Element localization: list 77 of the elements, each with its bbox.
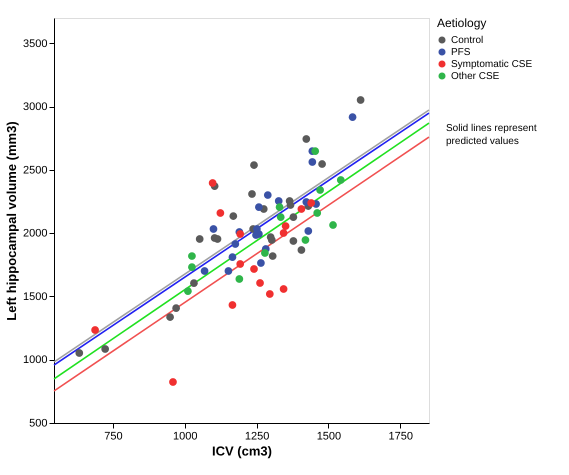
point	[302, 236, 310, 244]
point	[348, 113, 356, 121]
point	[228, 253, 236, 261]
y-tick-label: 1500	[23, 290, 48, 303]
point	[224, 267, 232, 275]
point	[229, 212, 238, 220]
legend-label: PFS	[451, 47, 471, 58]
point	[356, 96, 364, 104]
point	[236, 260, 244, 268]
x-tick-label: 1250	[244, 430, 270, 442]
point	[190, 279, 198, 288]
point	[228, 301, 236, 309]
x-tick-label: 750	[104, 430, 123, 442]
point	[250, 265, 258, 273]
point	[200, 267, 208, 275]
text: Solid lines represent predicted values	[446, 123, 537, 147]
point	[311, 147, 320, 156]
point	[298, 246, 306, 254]
point	[336, 176, 345, 184]
point	[318, 160, 326, 168]
point	[302, 135, 310, 143]
point	[257, 259, 265, 267]
y-axis-title: Left hippocampal volume (mm3)	[4, 121, 20, 321]
legend-label: Symptomatic CSE	[451, 59, 532, 70]
point	[313, 209, 322, 217]
point	[282, 222, 290, 230]
point	[307, 199, 316, 207]
x-tick-label: 1000	[173, 430, 198, 442]
point	[280, 229, 288, 237]
point	[75, 349, 84, 357]
point	[91, 326, 99, 334]
point	[188, 263, 196, 271]
point	[208, 179, 216, 187]
y-tick-label: 3500	[23, 38, 48, 50]
point	[216, 209, 224, 217]
point	[214, 235, 222, 243]
point	[268, 252, 277, 260]
point	[268, 236, 276, 244]
point	[250, 161, 258, 169]
x-tick-label: 1750	[388, 430, 414, 442]
point	[172, 304, 180, 312]
point	[304, 227, 312, 235]
point	[235, 275, 244, 283]
y-tick-label: 2500	[23, 164, 48, 176]
point	[188, 252, 196, 260]
legend-label: Control	[451, 35, 484, 46]
point	[298, 205, 306, 213]
y-tick-label: 2000	[23, 228, 48, 240]
y-tick-label: 3000	[23, 101, 48, 114]
point	[316, 186, 324, 194]
point	[231, 240, 240, 248]
point	[261, 249, 269, 257]
point	[184, 287, 192, 295]
point	[289, 237, 298, 245]
point	[289, 213, 298, 221]
legend-label: Other CSE	[451, 71, 500, 82]
point	[280, 285, 288, 293]
x-tick-label: 1500	[316, 430, 342, 442]
point	[101, 345, 110, 353]
point	[210, 225, 218, 233]
x-axis-title: ICV (cm3)	[212, 444, 272, 458]
point	[169, 378, 177, 386]
point	[276, 213, 285, 221]
y-tick-label: 1000	[23, 354, 48, 366]
legend-title: Aetiology	[437, 16, 486, 30]
point	[266, 290, 274, 298]
point	[276, 203, 284, 211]
y-tick-label: 500	[29, 418, 48, 430]
point	[255, 203, 263, 211]
point	[329, 221, 337, 229]
point	[256, 279, 264, 287]
point	[286, 201, 294, 209]
point	[196, 235, 204, 243]
point	[308, 158, 316, 166]
point	[166, 313, 174, 321]
point	[264, 191, 272, 199]
point	[248, 190, 256, 198]
